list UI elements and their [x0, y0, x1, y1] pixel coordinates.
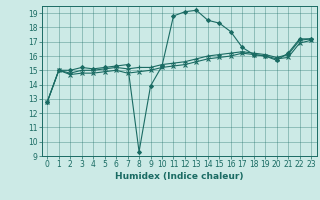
X-axis label: Humidex (Indice chaleur): Humidex (Indice chaleur) — [115, 172, 244, 181]
